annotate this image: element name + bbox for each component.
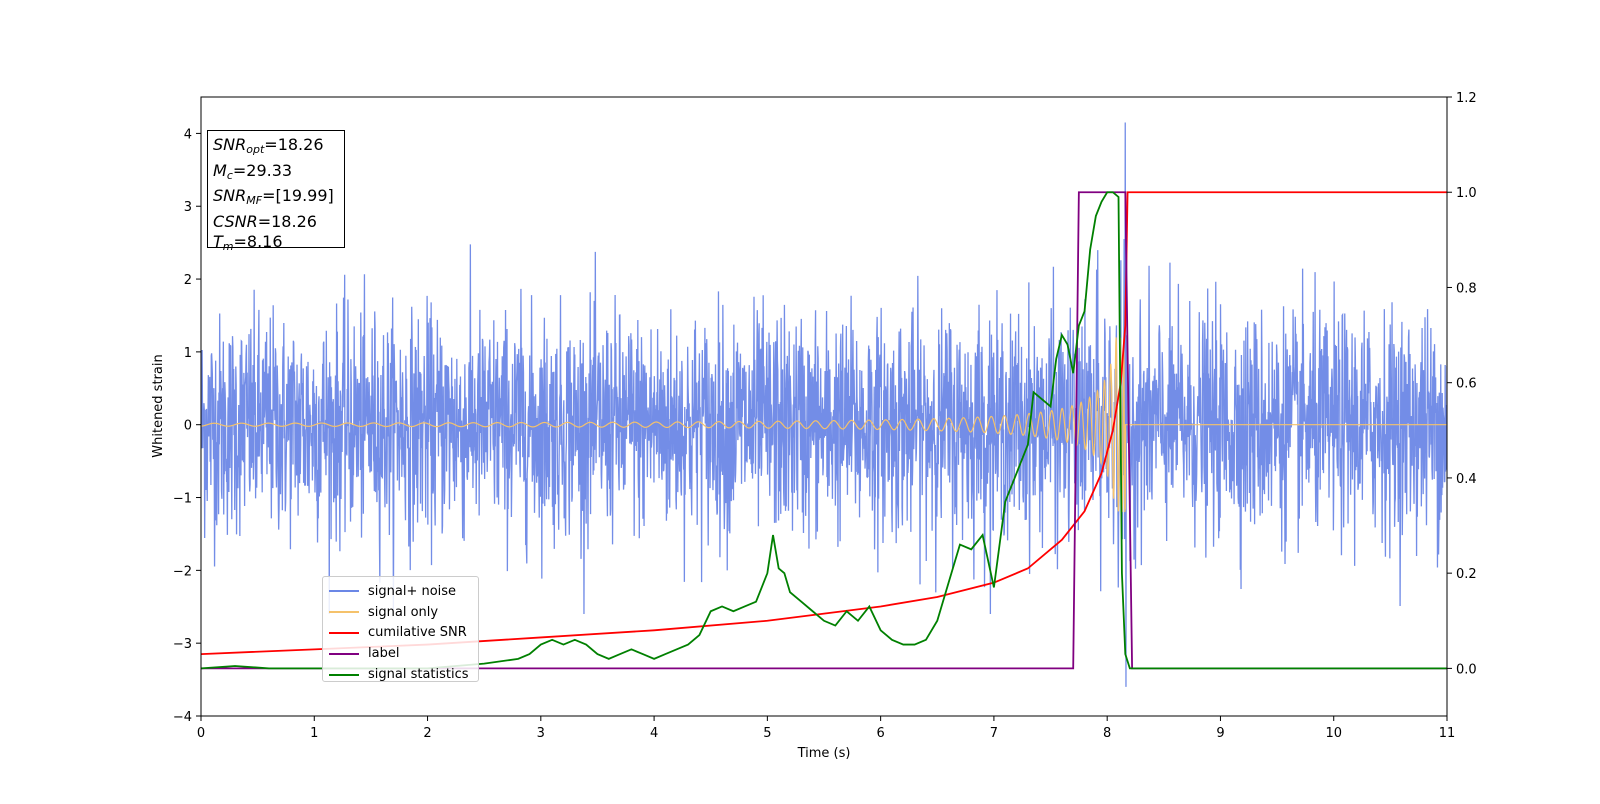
mc-line: Mc=29.33 xyxy=(213,160,293,182)
x-tick-label: 7 xyxy=(990,726,998,741)
y-tick-label: 1 xyxy=(184,346,192,361)
x-axis-label: Time (s) xyxy=(797,746,851,761)
snr-opt-line: SNRopt=18.26 xyxy=(213,135,324,156)
legend-label: label xyxy=(368,646,400,662)
legend-swatch xyxy=(329,590,359,593)
y-tick-label: −2 xyxy=(173,564,192,579)
legend-label: signal+ noise xyxy=(368,583,457,599)
y2-tick-label: 0.8 xyxy=(1456,281,1477,296)
x-tick-label: 6 xyxy=(876,726,884,741)
plot-frame xyxy=(200,96,1448,717)
x-tick-label: 5 xyxy=(763,726,771,741)
legend-swatch xyxy=(329,673,359,676)
x-tick-label: 1 xyxy=(310,726,318,741)
series-signal-statistics-line xyxy=(201,191,1447,670)
legend: signal+ noise signal only cumilative SNR la… xyxy=(322,576,479,682)
y-tick-label: 3 xyxy=(184,200,192,215)
tm-line: Tm=8.16 xyxy=(213,232,283,253)
legend-label: signal only xyxy=(368,604,439,620)
x-tick-label: 0 xyxy=(197,726,205,741)
y-tick-label: −3 xyxy=(173,637,192,652)
legend-item: label xyxy=(329,643,472,664)
y-axis-left: −4 −3 −2 −1 0 1 2 3 4 xyxy=(173,127,201,725)
y-axis-label: Whitened strain xyxy=(151,354,166,457)
y2-tick-label: 1.0 xyxy=(1456,186,1477,201)
series-layer xyxy=(201,122,1447,687)
y2-tick-label: 0.4 xyxy=(1456,472,1477,487)
legend-swatch xyxy=(329,631,359,634)
y-tick-label: −4 xyxy=(173,710,192,725)
y2-tick-label: 0.0 xyxy=(1456,662,1477,677)
stats-annotation-box: SNRopt=18.26 Mc=29.33 SNRMF=[19.99] CSNR… xyxy=(207,130,345,253)
y-axis-right: 0.0 0.2 0.4 0.6 0.8 1.0 1.2 xyxy=(1447,91,1477,677)
legend-swatch xyxy=(329,611,359,614)
series-signal-noise-line xyxy=(201,122,1447,687)
x-tick-label: 9 xyxy=(1216,726,1224,741)
legend-item: signal statistics xyxy=(329,664,472,685)
snr-mf-line: SNRMF=[19.99] xyxy=(213,186,334,207)
legend-item: signal only xyxy=(329,602,472,623)
y2-tick-label: 0.2 xyxy=(1456,567,1477,582)
legend-item: cumilative SNR xyxy=(329,623,472,644)
x-tick-label: 11 xyxy=(1439,726,1456,741)
y-tick-label: 2 xyxy=(184,273,192,288)
y2-tick-label: 1.2 xyxy=(1456,91,1477,106)
x-tick-label: 10 xyxy=(1325,726,1342,741)
series-signal-only-line xyxy=(201,337,1447,513)
legend-label: signal statistics xyxy=(368,667,469,683)
legend-label: cumilative SNR xyxy=(368,625,467,641)
x-tick-label: 2 xyxy=(423,726,431,741)
y2-tick-label: 0.6 xyxy=(1456,377,1477,392)
csnr-line: CSNR=18.26 xyxy=(213,211,317,231)
x-tick-label: 4 xyxy=(650,726,658,741)
x-tick-label: 8 xyxy=(1103,726,1111,741)
y-tick-label: 0 xyxy=(184,419,192,434)
y-tick-label: 4 xyxy=(184,127,192,142)
x-tick-label: 3 xyxy=(537,726,545,741)
legend-item: signal+ noise xyxy=(329,581,472,602)
y-tick-label: −1 xyxy=(173,492,192,507)
x-axis: 0 1 2 3 4 5 6 7 8 9 10 11 xyxy=(197,716,1455,741)
legend-swatch xyxy=(329,652,359,655)
